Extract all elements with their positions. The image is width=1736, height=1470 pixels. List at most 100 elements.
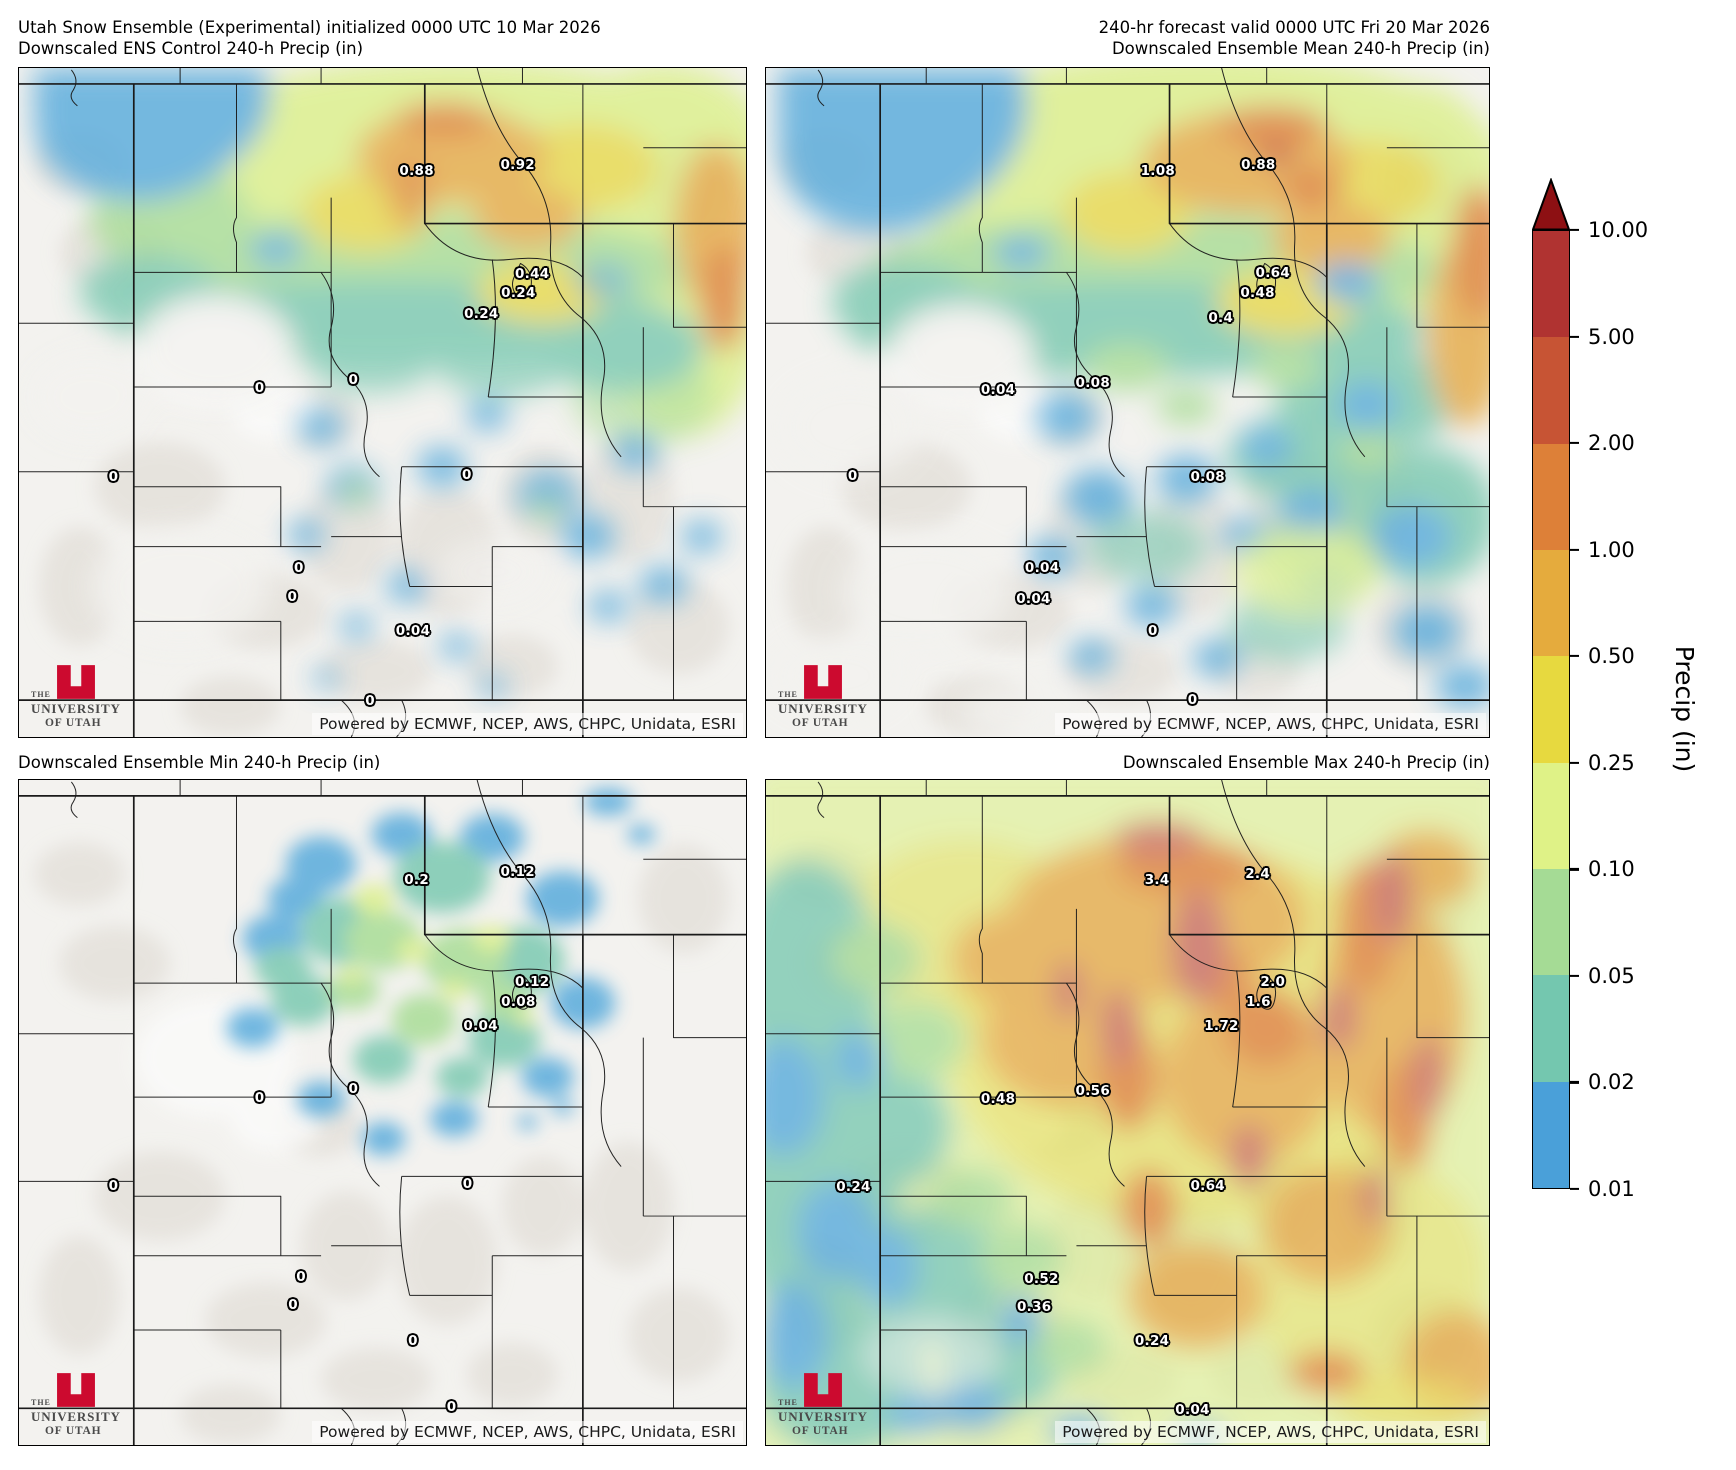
logo-university: UNIVERSITY xyxy=(778,701,868,716)
station-value-label: 0.24 xyxy=(501,285,536,302)
station-value-label: 0 xyxy=(108,1177,119,1194)
attribution-text: Powered by ECMWF, NCEP, AWS, CHPC, Unida… xyxy=(312,713,743,735)
university-of-utah-logo: THE UNIVERSITY OF UTAH xyxy=(31,664,121,729)
panel-title-ens-max: Downscaled Ensemble Max 240-h Precip (in… xyxy=(1123,752,1490,773)
colorbar-tick-label: 2.00 xyxy=(1588,431,1635,456)
station-value-label: 0.04 xyxy=(395,623,431,640)
colorbar-tick-label: 5.00 xyxy=(1588,324,1635,349)
station-value-label: 0.04 xyxy=(1175,1402,1210,1419)
colorbar-tick xyxy=(1570,655,1579,658)
station-value-label: 0 xyxy=(461,466,472,483)
map-canvas xyxy=(766,780,1489,1445)
colorbar-tick xyxy=(1570,335,1579,338)
colorbar-tick-label: 0.50 xyxy=(1588,644,1635,669)
colorbar-tick xyxy=(1570,974,1579,977)
map-panel-ens-mean: 1.08 0.88 0.64 0.48 0.4 0.08 0.04 0 0.08 0.04 0.04… xyxy=(765,67,1490,738)
station-value-label: 0.24 xyxy=(836,1178,871,1195)
station-value-label: 0 xyxy=(254,1089,265,1106)
logo-the: THE xyxy=(778,690,798,699)
attribution-text: Powered by ECMWF, NCEP, AWS, CHPC, Unida… xyxy=(312,1421,743,1443)
station-value-label: 0.08 xyxy=(1075,375,1111,392)
colorbar-segment xyxy=(1533,975,1569,1082)
station-labels-layer: 0.88 0.92 0.44 0.24 0.24 0 0 0 0 0 0 0.04 0 xyxy=(19,68,746,737)
station-value-label: 0.52 xyxy=(1024,1270,1059,1287)
station-value-label: 0 xyxy=(446,1399,457,1416)
station-value-label: 0.64 xyxy=(1255,265,1291,282)
colorbar-over-arrow xyxy=(1532,178,1570,231)
station-value-label: 0.24 xyxy=(1134,1332,1170,1349)
logo-university: UNIVERSITY xyxy=(31,1409,121,1424)
logo-the: THE xyxy=(31,690,51,699)
colorbar-tick xyxy=(1570,442,1579,445)
station-value-label: 0.88 xyxy=(1241,157,1276,173)
station-value-label: 0.12 xyxy=(514,974,550,991)
title-line: Downscaled Ensemble Mean 240-h Precip (i… xyxy=(1111,39,1490,58)
map-panel-ens-min: 0.2 0.12 0.12 0.08 0.04 0 0 0 0 0 0 0 0 THE UNIVERSI… xyxy=(18,779,747,1446)
colorbar-tick xyxy=(1570,548,1579,551)
colorbar-title: Precip (in) xyxy=(1670,645,1699,773)
station-labels-layer: 1.08 0.88 0.64 0.48 0.4 0.08 0.04 0 0.08 0.04 0.04… xyxy=(766,68,1489,737)
university-of-utah-logo: THE UNIVERSITY OF UTAH xyxy=(778,664,868,729)
colorbar-segment xyxy=(1533,656,1569,763)
colorbar-segment xyxy=(1533,337,1569,444)
station-value-label: 0.36 xyxy=(1016,1299,1052,1316)
station-value-label: 0.64 xyxy=(1190,1177,1226,1194)
colorbar-tick-label: 0.05 xyxy=(1588,963,1635,988)
station-value-label: 0.2 xyxy=(404,871,430,888)
station-value-label: 0.04 xyxy=(1024,560,1060,577)
logo-of-utah: OF UTAH xyxy=(792,717,849,729)
logo-university: UNIVERSITY xyxy=(31,701,121,716)
colorbar-tick xyxy=(1570,868,1579,871)
university-of-utah-logo: THE UNIVERSITY OF UTAH xyxy=(778,1372,868,1437)
colorbar-tick xyxy=(1570,1081,1579,1084)
station-value-label: 0.92 xyxy=(500,157,535,173)
station-value-label: 0 xyxy=(108,468,119,485)
title-line: Utah Snow Ensemble (Experimental) initia… xyxy=(18,18,601,37)
station-value-label: 0 xyxy=(254,379,265,396)
station-value-label: 0.56 xyxy=(1075,1083,1111,1100)
utah-u-logo-icon xyxy=(803,665,842,699)
station-value-label: 3.4 xyxy=(1144,871,1170,888)
colorbar-segment xyxy=(1533,443,1569,550)
colorbar-tick xyxy=(1570,1187,1579,1191)
map-panel-ens-max: 3.4 2.4 2.0 1.6 1.72 0.56 0.48 0.24 0.64 0.52 0.36… xyxy=(765,779,1490,1446)
map-canvas xyxy=(19,780,746,1445)
colorbar-segment xyxy=(1533,549,1569,657)
colorbar-tick xyxy=(1570,761,1579,764)
station-value-label: 0.88 xyxy=(399,163,434,180)
logo-university: UNIVERSITY xyxy=(778,1409,868,1424)
station-value-label: 0 xyxy=(296,1268,306,1285)
station-value-label: 0 xyxy=(288,1297,298,1314)
title-line: Downscaled ENS Control 240-h Precip (in) xyxy=(18,39,364,58)
panel-title-ens-min: Downscaled Ensemble Min 240-h Precip (in… xyxy=(18,752,380,773)
logo-the: THE xyxy=(778,1398,798,1407)
colorbar-segment xyxy=(1533,1081,1569,1188)
panel-title-ens-mean: 240-hr forecast valid 0000 UTC Fri 20 Ma… xyxy=(1099,17,1490,59)
station-labels-layer: 0.2 0.12 0.12 0.08 0.04 0 0 0 0 0 0 0 0 xyxy=(19,780,746,1445)
station-value-label: 0 xyxy=(1187,692,1198,709)
colorbar-tick-label: 0.10 xyxy=(1588,857,1635,882)
colorbar-segment xyxy=(1533,868,1569,976)
logo-of-utah: OF UTAH xyxy=(45,717,102,729)
station-value-label: 0.48 xyxy=(1240,285,1275,302)
university-of-utah-logo: THE UNIVERSITY OF UTAH xyxy=(31,1372,121,1437)
logo-the: THE xyxy=(31,1398,51,1407)
station-value-label: 0 xyxy=(847,468,858,485)
colorbar-tick-label: 1.00 xyxy=(1588,537,1635,562)
colorbar-segments xyxy=(1532,230,1570,1189)
map-panel-ens-control: 0.88 0.92 0.44 0.24 0.24 0 0 0 0 0 0 0.04 0 THE UNIV… xyxy=(18,67,747,738)
utah-u-logo-icon xyxy=(56,665,95,699)
attribution-text: Powered by ECMWF, NCEP, AWS, CHPC, Unida… xyxy=(1055,713,1486,735)
colorbar-tick-label: 10.00 xyxy=(1588,218,1649,242)
station-value-label: 0.4 xyxy=(1208,309,1234,326)
colorbar: 10.00 5.00 2.00 1.00 0.50 0.25 0.10 0.05 0.02 0.0… xyxy=(1532,178,1648,1201)
station-value-label: 0 xyxy=(462,1175,473,1192)
station-labels-layer: 3.4 2.4 2.0 1.6 1.72 0.56 0.48 0.24 0.64 0.52 0.36… xyxy=(766,780,1489,1445)
station-value-label: 0.12 xyxy=(500,864,535,881)
station-value-label: 0.04 xyxy=(980,381,1016,398)
station-value-label: 0 xyxy=(1147,623,1158,640)
logo-of-utah: OF UTAH xyxy=(45,1425,102,1437)
colorbar-segment xyxy=(1533,762,1569,869)
map-canvas xyxy=(19,68,746,737)
